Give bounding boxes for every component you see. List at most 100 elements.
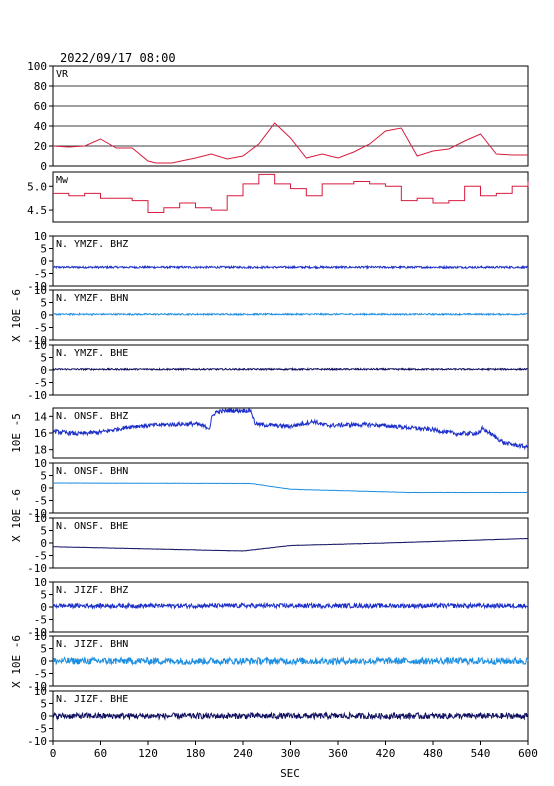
y-axis-group-label: X 10E -6	[10, 635, 23, 688]
y-tick-label: 0	[40, 537, 47, 550]
x-tick-label: 120	[138, 747, 158, 760]
panel-frame	[52, 517, 529, 569]
y-tick-label: 0	[40, 255, 47, 268]
y-tick-label: 5	[40, 698, 47, 711]
panel-frame	[52, 171, 529, 223]
y-tick-label: 10	[34, 457, 47, 470]
panel-label: N. YMZF. BHE	[56, 348, 128, 359]
y-tick-label: 5	[40, 243, 47, 256]
y-tick-label: -5	[34, 268, 47, 281]
panel-frame	[52, 235, 529, 287]
x-tick-label: 0	[50, 747, 57, 760]
y-tick-label: 10	[34, 339, 47, 352]
y-tick-label: -10	[27, 626, 47, 639]
y-tick-label: 5	[40, 352, 47, 365]
series-line	[53, 173, 529, 213]
panel-label: N. YMZF. BHZ	[56, 239, 128, 250]
series-line	[53, 482, 529, 494]
x-tick-label: 600	[518, 747, 538, 760]
series-line	[52, 367, 529, 372]
y-tick-label: -5	[34, 550, 47, 563]
y-tick-label: 10	[34, 284, 47, 297]
y-tick-label: 10	[34, 630, 47, 643]
y-tick-label: 20	[34, 140, 47, 153]
y-tick-label: 5	[40, 297, 47, 310]
y-tick-label: -10	[27, 334, 47, 347]
y-tick-label: 10	[34, 512, 47, 525]
y-tick-label: -10	[27, 280, 47, 293]
y-tick-label: -10	[27, 735, 47, 748]
x-tick-label: 60	[94, 747, 107, 760]
x-tick-label: 180	[186, 747, 206, 760]
y-tick-label: -10	[27, 562, 47, 575]
panel-label: N. YMZF. BHN	[56, 293, 128, 304]
y-tick-label: 60	[34, 100, 47, 113]
x-tick-label: 300	[281, 747, 301, 760]
y-tick-label: 0	[40, 710, 47, 723]
y-tick-label: 10	[34, 230, 47, 243]
y-tick-label: 5.0	[27, 180, 47, 193]
y-tick-label: 40	[34, 120, 47, 133]
y-tick-label: 16	[34, 427, 47, 440]
y-tick-label: -5	[34, 723, 47, 736]
y-tick-label: -5	[34, 668, 47, 681]
x-axis-label: SEC	[280, 767, 300, 780]
figure-title: 2022/09/17 08:00	[60, 51, 176, 65]
y-axis-group-label: X 10E -6	[10, 289, 23, 342]
y-tick-label: 5	[40, 470, 47, 483]
y-tick-label: -10	[27, 389, 47, 402]
y-tick-label: -5	[34, 495, 47, 508]
y-tick-label: 5	[40, 525, 47, 538]
series-line	[52, 264, 529, 270]
series-line	[52, 406, 529, 451]
panel-frame	[52, 65, 529, 167]
y-tick-label: 100	[27, 60, 47, 73]
series-line	[52, 122, 528, 164]
panel-label: VR	[56, 69, 69, 80]
panel-label: N. ONSF. BHE	[56, 521, 128, 532]
series-line	[52, 711, 529, 721]
x-tick-label: 420	[376, 747, 396, 760]
y-tick-label: 80	[34, 80, 47, 93]
panel-6: 18 16 14 N. ONSF. BHZ 10E -5	[10, 406, 529, 459]
panel-label: Mw	[56, 175, 69, 186]
series-line	[52, 601, 529, 610]
y-tick-label: 0	[40, 655, 47, 668]
y-tick-label: 0	[40, 601, 47, 614]
panel-frame	[52, 462, 529, 514]
panel-frame	[52, 407, 529, 459]
y-tick-label: 5	[40, 643, 47, 656]
series-line	[52, 312, 529, 317]
y-tick-label: 10	[34, 685, 47, 698]
y-tick-label: 10	[34, 576, 47, 589]
series-line	[53, 537, 529, 552]
series-line	[52, 655, 529, 667]
y-axis-label: 10E -5	[10, 413, 23, 453]
y-tick-label: 4.5	[27, 204, 47, 217]
y-tick-label: 5	[40, 589, 47, 602]
y-tick-label: -10	[27, 680, 47, 693]
y-tick-label: 0	[40, 309, 47, 322]
panel-label: N. JIZF. BHZ	[56, 585, 128, 596]
y-tick-label: 0	[40, 160, 47, 173]
y-tick-label: -5	[34, 322, 47, 335]
x-tick-label: 480	[423, 747, 443, 760]
y-tick-label: -10	[27, 507, 47, 520]
x-tick-label: 540	[471, 747, 491, 760]
y-tick-label: 14	[34, 410, 48, 423]
y-tick-label: 18	[34, 444, 47, 457]
panel-label: N. JIZF. BHE	[56, 694, 128, 705]
y-tick-label: 0	[40, 364, 47, 377]
y-tick-label: -5	[34, 614, 47, 627]
panel-2: 4.5 5.0 Mw	[27, 171, 529, 223]
